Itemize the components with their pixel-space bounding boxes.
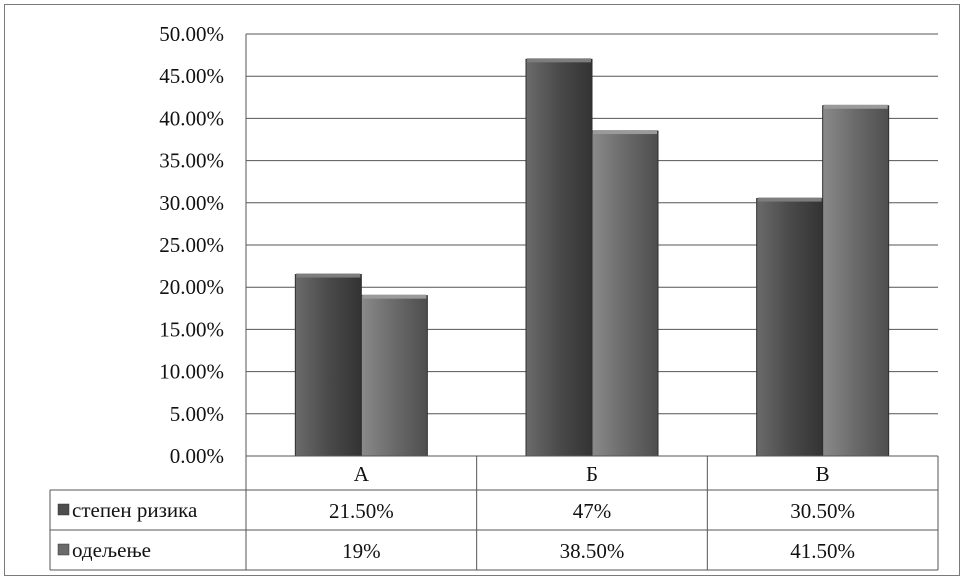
bar-stepen-rizika-2 [756,198,824,457]
bar-top-highlight [362,294,427,299]
data-table-value: 38.50% [560,539,625,563]
y-tick-label: 50.00% [159,22,224,46]
y-tick-label: 30.00% [159,191,224,215]
y-tick-label: 25.00% [159,233,224,257]
y-tick-label: 15.00% [159,317,224,341]
bar-top-highlight [757,197,822,202]
y-tick-label: 35.00% [159,149,224,173]
bar-top-highlight [296,273,361,278]
data-table-value: 30.50% [790,499,855,523]
legend-label: степен ризика [72,498,198,522]
bar-odeljenje-1 [591,130,659,457]
data-table-value: 41.50% [790,539,855,563]
y-tick-label: 10.00% [159,360,224,384]
data-table-value: 19% [342,539,381,563]
bar-odeljenje-0 [360,295,428,457]
y-tick-label: 45.00% [159,64,224,88]
bar-top-highlight [593,130,657,135]
legend-label: одељење [72,538,151,562]
y-tick-label: 20.00% [159,275,224,299]
legend-swatch [57,543,70,556]
y-tick-label: 0.00% [170,444,224,468]
bar-top-highlight [823,104,888,109]
data-table-value: 21.50% [329,499,394,523]
data-table-value: 47% [573,499,612,523]
bar-stepen-rizika-1 [525,58,593,457]
legend-swatch [57,503,70,516]
bar-top-highlight [527,58,591,63]
y-tick-label: 40.00% [159,106,224,130]
bar-odeljenje-2 [822,105,890,457]
bar-stepen-rizika-0 [294,274,362,457]
x-category-label: А [354,462,370,486]
x-category-label: В [816,462,830,486]
y-tick-label: 5.00% [170,402,224,426]
x-category-label: Б [586,462,598,486]
